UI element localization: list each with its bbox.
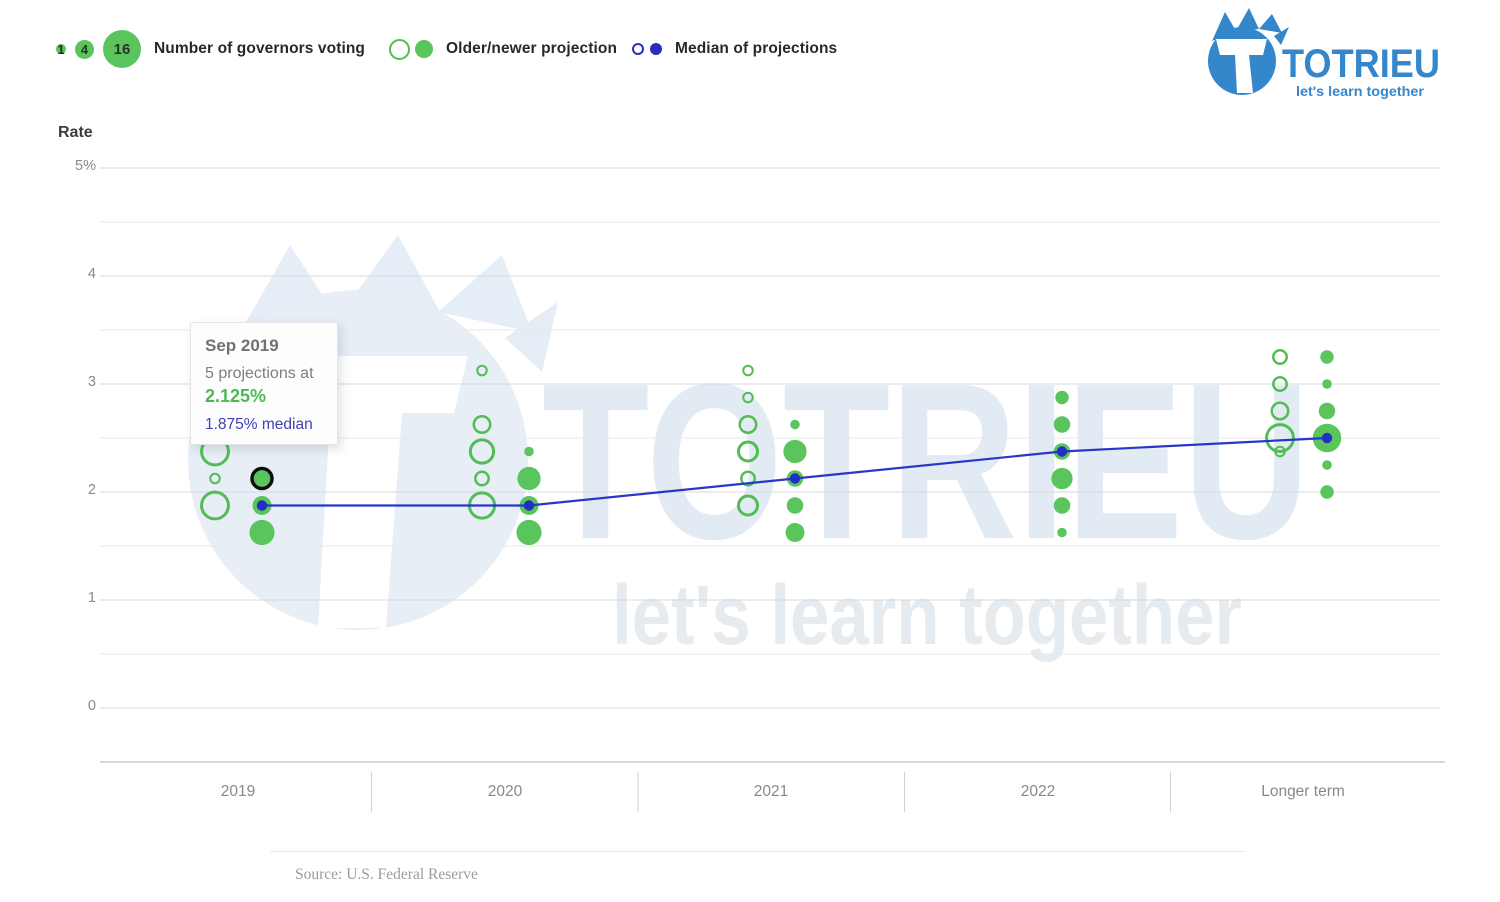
older-projection-dot[interactable] [468, 438, 496, 465]
median-dot[interactable] [256, 500, 268, 511]
newer-projection-dot[interactable] [1057, 527, 1067, 538]
newer-projection-dot[interactable] [786, 497, 804, 514]
newer-projection-dot[interactable] [1322, 379, 1332, 389]
median-filled-icon [650, 43, 662, 55]
bubble-size-4-label: 4 [80, 41, 89, 57]
older-projection-dot[interactable] [737, 494, 759, 517]
newer-projection-dot[interactable] [1051, 467, 1073, 490]
y-axis-title: Rate [58, 124, 93, 141]
bubble-size-1-icon: 1 [56, 41, 66, 57]
median-dot[interactable] [1321, 432, 1333, 444]
median-open-icon [632, 43, 644, 55]
bubble-size-16-icon: 16 [103, 30, 141, 68]
newer-projection-dot[interactable] [785, 523, 805, 542]
older-projection-dot[interactable] [476, 364, 488, 377]
x-category-label: Longer term [1261, 783, 1345, 800]
bubble-size-1-label: 1 [57, 41, 65, 57]
newer-projection-dot[interactable] [249, 519, 275, 546]
median-dot[interactable] [1056, 446, 1068, 457]
tooltip-title: Sep 2019 [205, 336, 279, 355]
newer-projection-dot[interactable] [783, 439, 807, 464]
legend-projection-label: Older/newer projection [446, 40, 618, 57]
y-tick-label: 4 [87, 266, 96, 282]
older-projection-dot[interactable] [474, 470, 490, 487]
newer-projection-icon [415, 40, 433, 58]
legend-median: Median of projections [632, 32, 837, 66]
older-projection-dot[interactable] [738, 415, 758, 434]
y-tick-label: 1 [87, 590, 96, 606]
x-category-label: 2021 [753, 783, 789, 800]
bubble-size-16-label: 16 [113, 40, 131, 58]
older-projection-dot[interactable] [1272, 376, 1288, 392]
y-tick-label: 0 [87, 698, 96, 714]
highlighted-dot-ring[interactable] [250, 466, 274, 491]
newer-projection-dot[interactable] [1053, 497, 1071, 514]
tooltip-projections-line: 5 projections at [205, 365, 314, 382]
older-projection-dot[interactable] [472, 415, 492, 434]
newer-projection-dot[interactable] [1318, 402, 1336, 420]
x-category-label: 2020 [487, 783, 523, 800]
logo-flame-icon [1212, 12, 1236, 41]
legend-median-label: Median of projections [675, 40, 838, 57]
newer-projection-dot[interactable] [516, 519, 542, 546]
newer-projection-dot[interactable] [1320, 485, 1334, 499]
watermark-tagline: let's learn together [612, 568, 1242, 662]
source-divider [270, 851, 1245, 852]
y-tick-label: 2 [87, 482, 96, 498]
newer-projection-dot[interactable] [517, 466, 541, 491]
older-projection-icon [389, 38, 410, 60]
newer-projection-dot[interactable] [790, 419, 800, 430]
watermark-flame-icon [438, 255, 532, 332]
bubble-size-4-icon: 4 [75, 39, 94, 59]
logo-flame-icon [1274, 27, 1289, 45]
y-tick-label: 5% [75, 158, 96, 174]
median-dot[interactable] [523, 500, 535, 511]
older-projection-dot[interactable] [1265, 423, 1295, 453]
newer-projection-dot[interactable] [1053, 416, 1071, 433]
older-projection-dot[interactable] [209, 472, 221, 485]
tooltip-median-line: 1.875% median [205, 416, 313, 433]
logo-name: TOTRIEU [1282, 42, 1440, 86]
y-tick-label: 3 [87, 374, 96, 390]
older-projection-dot[interactable] [742, 391, 754, 404]
older-projection-dot[interactable] [742, 364, 754, 377]
x-category-label: 2022 [1020, 783, 1056, 800]
older-projection-dot[interactable] [1274, 445, 1286, 458]
watermark-flame-icon [505, 302, 558, 372]
newer-projection-dot[interactable] [1322, 460, 1332, 470]
legend-projection: Older/newer projection [389, 32, 617, 66]
legend-governors: 1 4 16 Number of governors voting [56, 30, 366, 68]
tooltip: Sep 2019 5 projections at 2.125% 1.875% … [190, 322, 338, 445]
tooltip-value: 2.125% [205, 386, 267, 406]
newer-projection-dot[interactable] [1055, 390, 1069, 405]
median-dot[interactable] [789, 473, 801, 484]
older-projection-dot[interactable] [737, 440, 759, 463]
newer-projection-dot[interactable] [524, 446, 534, 457]
legend-governors-label: Number of governors voting [154, 40, 366, 57]
totrieu-logo: TOTRIEU let's learn together [1208, 8, 1440, 99]
logo-flame-icon [1236, 8, 1259, 31]
x-category-label: 2019 [220, 783, 256, 800]
older-projection-dot[interactable] [200, 490, 230, 521]
newer-projection-dot[interactable] [251, 467, 273, 490]
newer-projection-dot[interactable] [1320, 350, 1334, 364]
logo-tagline: let's learn together [1296, 83, 1425, 99]
logo-flame-icon [1259, 14, 1282, 33]
older-projection-dot[interactable] [1272, 349, 1288, 365]
logo-t [1216, 39, 1267, 93]
watermark-text: TOTRIEU [542, 338, 1310, 586]
older-projection-dot[interactable] [1270, 401, 1290, 421]
older-projection-dot[interactable] [740, 470, 756, 487]
watermark-t-stem [318, 413, 402, 628]
source-text: Source: U.S. Federal Reserve [295, 866, 478, 883]
